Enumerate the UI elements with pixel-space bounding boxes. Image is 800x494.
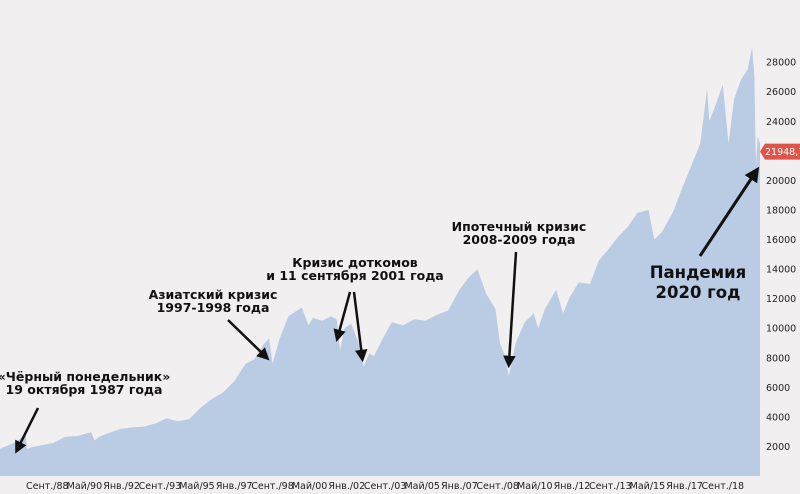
annotation-text: 19 октября 1987 года (6, 382, 163, 397)
x-tick-label: Янв./97 (216, 481, 253, 492)
x-tick-label: Май/05 (404, 481, 439, 492)
annotation-black-monday: «Чёрный понедельник»19 октября 1987 года (0, 369, 170, 454)
x-tick-label: Сент./18 (702, 481, 745, 492)
x-tick-label: Янв./92 (103, 481, 140, 492)
annotation-arrow (15, 407, 40, 454)
x-tick-label: Май/10 (517, 481, 552, 492)
y-tick-label: 16000 (766, 235, 796, 246)
x-tick-label: Сент./08 (476, 481, 519, 492)
annotation-arrow (698, 166, 760, 257)
annotation-text: 2020 год (656, 283, 741, 302)
x-tick-label: Сент./13 (589, 481, 632, 492)
annotations: «Чёрный понедельник»19 октября 1987 года… (0, 166, 760, 454)
x-tick-label: Сент./03 (364, 481, 407, 492)
x-tick-label: Сент./88 (26, 481, 69, 492)
annotation-text: Азиатский кризис (149, 287, 278, 302)
x-tick-label: Янв./12 (554, 481, 591, 492)
last-price-marker (760, 143, 800, 160)
x-tick-label: Май/90 (67, 481, 102, 492)
x-tick-label: Май/95 (179, 481, 214, 492)
annotation-arrow (503, 251, 518, 369)
annotation-text: 1997-1998 года (157, 300, 270, 315)
area-series-0 (0, 47, 760, 477)
x-tick-label: Янв./07 (441, 481, 478, 492)
y-tick-label: 12000 (766, 294, 796, 305)
y-tick-label: 6000 (766, 383, 790, 394)
y-tick-label: 28000 (766, 58, 796, 69)
x-tick-label: Сент./93 (139, 481, 182, 492)
y-tick-label: 18000 (766, 206, 796, 217)
y-tick-label: 26000 (766, 87, 796, 98)
y-tick-label: 14000 (766, 265, 796, 276)
y-tick-label: 2000 (766, 442, 790, 453)
annotation-arrow (333, 291, 352, 343)
y-tick-label: 4000 (766, 412, 790, 423)
y-tick-label: 24000 (766, 117, 796, 128)
last-price-tag: 21948,7 (760, 143, 800, 160)
annotation-text: и 11 сентября 2001 года (266, 268, 444, 283)
annotation-text: Кризис доткомов (292, 255, 418, 270)
y-tick-label: 20000 (766, 176, 796, 187)
annotation-text: Пандемия (650, 263, 747, 282)
annotation-text: Ипотечный кризис (452, 219, 587, 234)
annotation-text: 2008-2009 года (463, 232, 576, 247)
y-axis: 2000 4000 6000 8000 10000 12000 14000 16000 1800… (766, 58, 796, 453)
x-tick-label: Янв./02 (328, 481, 365, 492)
x-tick-label: Янв./17 (666, 481, 703, 492)
y-tick-label: 8000 (766, 353, 790, 364)
x-tick-label: Май/00 (292, 481, 327, 492)
last-price-label: 21948,7 (765, 147, 800, 158)
area-series (0, 47, 760, 477)
annotation-arrow (352, 291, 368, 363)
annotation-text: «Чёрный понедельник» (0, 369, 170, 384)
x-tick-label: Май/15 (630, 481, 665, 492)
y-tick-label: 10000 (766, 324, 796, 335)
x-tick-label: Сент./98 (251, 481, 294, 492)
annotation-arrow (227, 319, 270, 361)
